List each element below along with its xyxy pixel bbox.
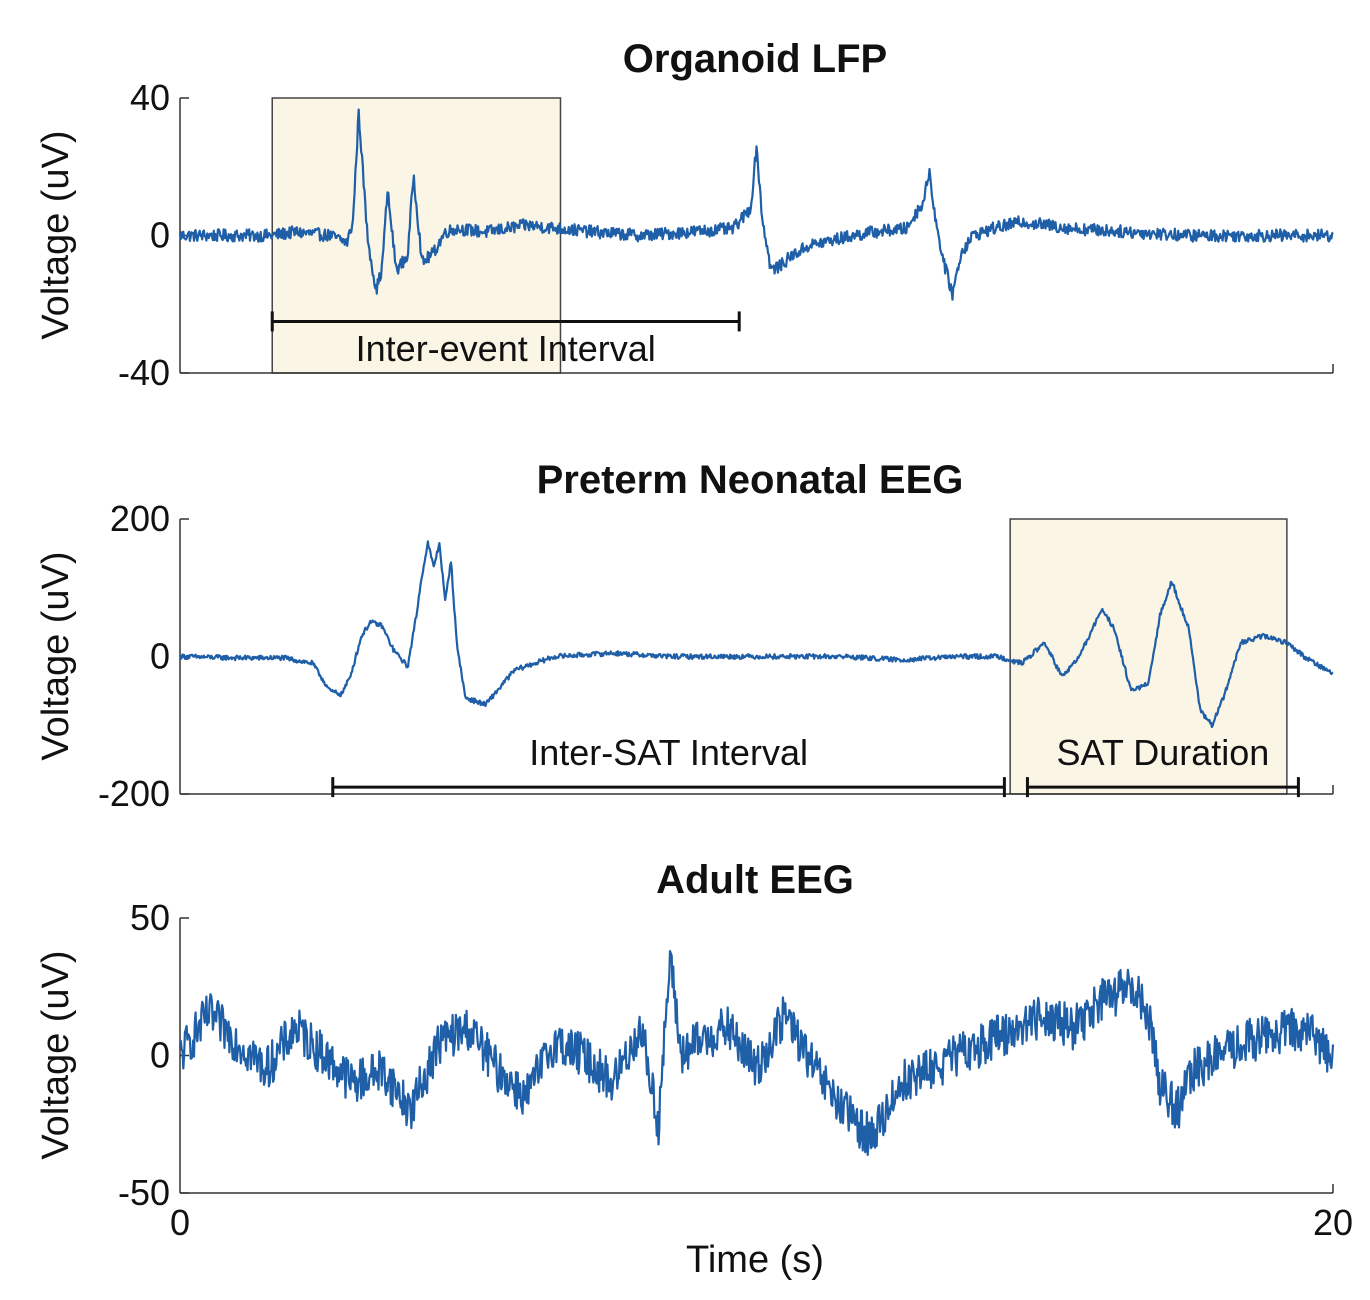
x-tick-label: 20 xyxy=(1313,1202,1353,1243)
series-line xyxy=(178,949,1335,1157)
panel-organoid-lfp: Organoid LFP Voltage (uV) 40 0 -40 Inter-ev… xyxy=(35,37,1334,393)
highlight-region xyxy=(1009,518,1288,795)
series-line xyxy=(178,108,1334,301)
interval-label: Inter-event Interval xyxy=(356,328,656,369)
y-tick-label: -50 xyxy=(118,1172,170,1213)
x-tick-label: 0 xyxy=(170,1202,190,1243)
y-axis-label: Voltage (uV) xyxy=(35,950,77,1159)
y-tick-label: 0 xyxy=(150,1035,170,1076)
y-axis-label: Voltage (uV) xyxy=(35,551,77,760)
y-tick-label: 40 xyxy=(130,77,170,118)
y-tick-label: 0 xyxy=(150,636,170,677)
panel-preterm-neonatal-eeg: Preterm Neonatal EEG Voltage (uV) 200 0 -2… xyxy=(35,458,1334,814)
y-tick-label: -40 xyxy=(118,352,170,393)
y-tick-label: 200 xyxy=(110,498,170,539)
chart-title: Adult EEG xyxy=(656,858,854,902)
panel-adult-eeg: Adult EEG Voltage (uV) 500-500 20 xyxy=(35,858,1353,1243)
y-tick-label: -200 xyxy=(98,773,170,814)
chart-title: Organoid LFP xyxy=(623,37,887,81)
y-tick-label: 50 xyxy=(130,897,170,938)
interval-label: SAT Duration xyxy=(1057,732,1270,773)
interval-label: Inter-SAT Interval xyxy=(529,732,808,773)
chart-title: Preterm Neonatal EEG xyxy=(537,458,964,502)
series-line xyxy=(178,540,1334,729)
x-axis-label: Time (s) xyxy=(686,1239,824,1281)
y-axis-label: Voltage (uV) xyxy=(35,130,77,339)
y-tick-label: 0 xyxy=(150,215,170,256)
